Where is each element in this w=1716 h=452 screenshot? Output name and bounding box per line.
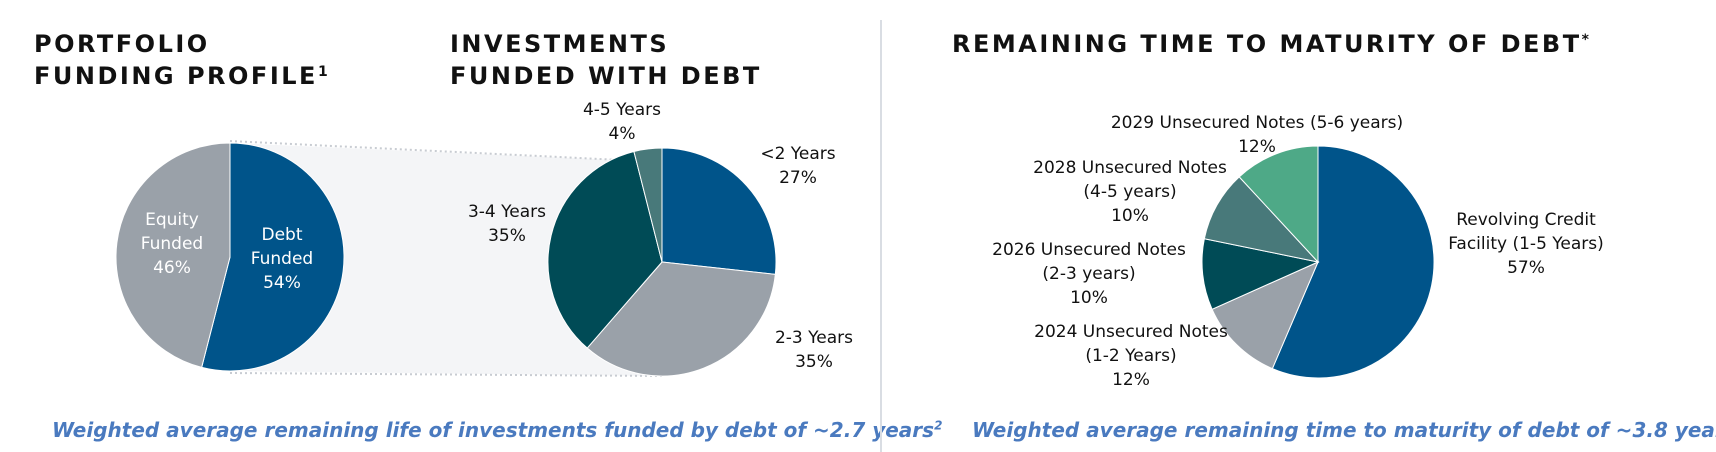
slice-label: Revolving Credit Facility (1-5 Years) 57% <box>1448 210 1604 278</box>
left-footer-footnote: 2 <box>934 418 943 433</box>
slice-label: 2029 Unsecured Notes (5-6 years) 12% <box>1111 113 1403 157</box>
pie-slice <box>201 142 345 372</box>
pie-slice <box>586 261 776 377</box>
pie-slice <box>115 142 231 369</box>
pie-slice <box>1238 145 1319 264</box>
pie-slice <box>1203 176 1320 263</box>
connector-line-top <box>229 140 663 163</box>
slice-label: Equity Funded 46% <box>141 210 203 278</box>
pie-slice <box>547 150 663 349</box>
left-footer-note: Weighted average remaining life of inves… <box>52 418 942 442</box>
pie-slice <box>633 147 663 263</box>
right-footer-note: Weighted average remaining time to matur… <box>972 418 1716 442</box>
slice-label: 2028 Unsecured Notes (4-5 years) 10% <box>1033 158 1227 226</box>
pie-slice <box>661 147 777 275</box>
maturity-title-footnote: * <box>1581 32 1589 48</box>
pie-chart-2: <2 Years 27% 2-3 Years 35% 3-4 Years 35% 4-5 Y… <box>468 100 853 377</box>
portfolio-title-footnote: 1 <box>317 64 328 80</box>
portfolio-funding-title: PORTFOLIO FUNDING PROFILE1 <box>34 28 328 92</box>
pie-slice <box>1271 145 1435 379</box>
slice-label: 2024 Unsecured Notes (1-2 Years) 12% <box>1034 322 1228 390</box>
pie-chart-1: Debt Funded 54% Equity Funded 46% <box>115 142 345 372</box>
pie-slice <box>1211 261 1319 370</box>
left-footer-text: Weighted average remaining life of inves… <box>52 418 935 442</box>
connector-line-bottom <box>229 372 663 377</box>
slice-label: 2026 Unsecured Notes (2-3 years) 10% <box>992 240 1186 308</box>
connector-band <box>230 143 662 376</box>
slice-label: 4-5 Years 4% <box>583 100 661 144</box>
left-panel: PORTFOLIO FUNDING PROFILE1 INVESTMENTS F… <box>34 28 942 442</box>
portfolio-title-line2: FUNDING PROFILE1 <box>34 60 328 92</box>
right-footer-text: Weighted average remaining time to matur… <box>972 418 1716 442</box>
portfolio-title-line1: PORTFOLIO <box>34 30 210 58</box>
investments-title-line2: FUNDED WITH DEBT <box>450 62 762 90</box>
slice-label: <2 Years 27% <box>760 144 835 188</box>
right-panel: REMAINING TIME TO MATURITY OF DEBT* Weig… <box>882 0 1716 452</box>
slice-label: Debt Funded 54% <box>251 225 313 293</box>
pie-chart-3: Revolving Credit Facility (1-5 Years) 57% 2… <box>992 113 1604 390</box>
investments-title-line1: INVESTMENTS <box>450 30 670 58</box>
section-divider <box>880 20 882 452</box>
maturity-title-text: REMAINING TIME TO MATURITY OF DEBT <box>952 30 1582 58</box>
slice-label: 2-3 Years 35% <box>775 328 853 372</box>
maturity-title: REMAINING TIME TO MATURITY OF DEBT* <box>952 28 1589 60</box>
slice-label: 3-4 Years 35% <box>468 202 546 246</box>
investments-funded-title: INVESTMENTS FUNDED WITH DEBT <box>450 28 762 92</box>
portfolio-title-line2-text: FUNDING PROFILE <box>34 62 318 90</box>
